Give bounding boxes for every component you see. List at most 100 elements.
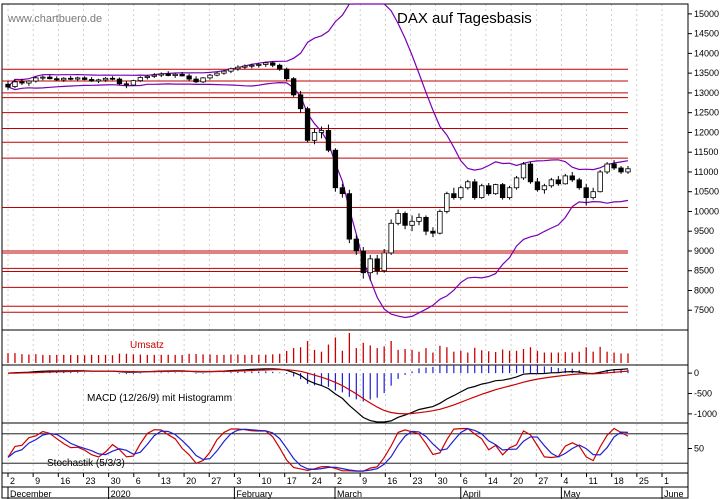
- month-label: December: [10, 489, 52, 499]
- chart-title: DAX auf Tagesbasis: [397, 10, 532, 27]
- bollinger-upper: [7, 3, 629, 171]
- x-tick-label: 6: [136, 476, 141, 486]
- price-tick-label: 14500: [694, 29, 719, 39]
- candle-body: [40, 76, 46, 79]
- price-tick-label: 11000: [694, 167, 718, 177]
- candle-body: [54, 78, 60, 81]
- price-tick-label: 14000: [694, 48, 719, 58]
- candle-body: [604, 163, 610, 173]
- price-tick-label: 10500: [694, 187, 719, 197]
- month-label: 2020: [111, 489, 131, 499]
- x-tick-label: 11: [589, 476, 598, 486]
- candle-body: [68, 77, 74, 80]
- x-tick-label: 4: [563, 476, 568, 486]
- candle-body: [256, 64, 262, 66]
- price-tick-label: 15000: [694, 9, 719, 19]
- stoch-tick-label: 50: [694, 444, 704, 454]
- candle-body: [583, 187, 589, 199]
- x-tick-label: 10: [262, 476, 272, 486]
- candle-body: [562, 175, 568, 185]
- candle-body: [555, 179, 562, 185]
- candle-body: [402, 213, 408, 226]
- candle-body: [207, 74, 213, 79]
- candle-body: [353, 238, 359, 252]
- price-tick-label: 11500: [694, 147, 718, 157]
- candle-body: [437, 211, 443, 234]
- support-resistance-lines: [2, 68, 628, 313]
- x-tick-label: 17: [287, 476, 297, 486]
- candle-body: [416, 216, 422, 222]
- candle-body: [12, 81, 18, 87]
- candle-body: [472, 181, 478, 199]
- candle-body: [444, 193, 450, 212]
- x-tick-label: 9: [362, 476, 367, 486]
- price-tick-label: 10000: [694, 206, 719, 216]
- candle-body: [430, 230, 436, 234]
- stoch-k-line: [7, 427, 629, 472]
- month-label: April: [463, 489, 481, 499]
- candle-body: [193, 78, 199, 83]
- stochastic-series: [2, 427, 688, 472]
- candle-body: [19, 81, 25, 84]
- candle-body: [388, 222, 394, 254]
- x-tick-label: 18: [614, 476, 624, 486]
- x-tick-label: 2: [10, 476, 15, 486]
- candle-body: [590, 191, 596, 199]
- candles: [5, 61, 631, 281]
- y-axis-ticks: 15000 14500 14000 13500 13000 12500 12000 11500…: [688, 9, 719, 454]
- x-tick-label: 20: [186, 476, 196, 486]
- macd-signal-line: [8, 368, 629, 415]
- candle-body: [151, 74, 157, 77]
- candle-body: [179, 73, 185, 77]
- macd-series: [7, 365, 629, 423]
- candle-body: [311, 132, 318, 141]
- x-tick-label: 30: [438, 476, 448, 486]
- stoch-label: Stochastik (5/3/3): [47, 458, 125, 469]
- candle-body: [47, 76, 53, 80]
- volume-bars: [7, 333, 629, 363]
- x-tick-label: 16: [387, 476, 397, 486]
- candle-body: [270, 62, 276, 66]
- price-tick-label: 12500: [694, 108, 719, 118]
- candle-body: [165, 73, 171, 76]
- bollinger-bands: [7, 3, 629, 319]
- candle-body: [235, 66, 241, 70]
- candle-body: [395, 213, 401, 224]
- candle-body: [458, 187, 464, 199]
- month-label: February: [236, 489, 273, 499]
- candle-body: [242, 65, 248, 68]
- candle-body: [263, 62, 269, 65]
- candle-body: [74, 77, 81, 80]
- x-tick-label: 2: [337, 476, 342, 486]
- x-tick-label: 20: [513, 476, 523, 486]
- candle-body: [569, 175, 575, 181]
- candle-body: [81, 77, 88, 80]
- candle-body: [346, 193, 353, 240]
- candle-body: [332, 149, 339, 189]
- candle-body: [130, 80, 137, 86]
- month-label: May: [563, 489, 581, 499]
- panel-frames: [1, 3, 689, 499]
- x-tick-label: 13: [161, 476, 171, 486]
- candle-body: [360, 250, 366, 274]
- x-axis-ticks: 2 9 16 23 30 6 13 20 27 3 10 17 24 2 9 16 23 30 6 14 20 27 4 11…: [7, 473, 684, 499]
- candle-body: [249, 64, 255, 67]
- candle-body: [541, 185, 548, 191]
- candle-body: [5, 83, 11, 88]
- x-tick-label: 3: [236, 476, 241, 486]
- bollinger-lower: [7, 81, 629, 319]
- candle-body: [374, 258, 380, 272]
- candle-body: [465, 181, 471, 189]
- candle-body: [492, 184, 499, 195]
- candle-body: [102, 77, 109, 81]
- candle-body: [214, 72, 220, 76]
- x-tick-label: 23: [85, 476, 95, 486]
- macd-tick-label: -500: [694, 389, 712, 399]
- candle-body: [172, 73, 178, 76]
- x-tick-label: 27: [538, 476, 548, 486]
- candle-body: [381, 252, 387, 272]
- watermark: www.chartbuero.de: [7, 13, 102, 25]
- candle-body: [88, 79, 95, 82]
- candle-body: [116, 78, 123, 85]
